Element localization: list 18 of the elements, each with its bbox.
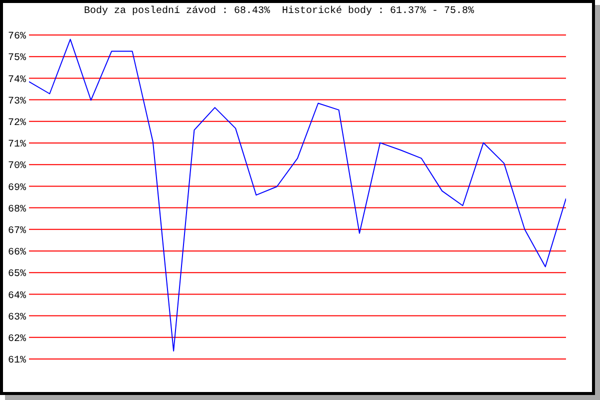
y-tick-label: 68% [8,204,26,216]
y-tick-label: 64% [8,290,26,302]
y-tick-label: 69% [8,182,26,194]
line-series [29,38,566,352]
y-tick-label: 71% [8,140,26,151]
y-tick-label: 65% [8,269,26,280]
y-tick-label: 70% [8,161,26,172]
y-tick-label: 67% [8,226,26,237]
y-tick-label: 61% [8,356,26,367]
y-tick-label: 75% [8,53,26,64]
y-tick-label: 63% [8,312,26,324]
chart-title: Body za poslední závod : 68.43% Historické body : 61.37% - 75.8% [82,6,476,17]
y-tick-label: 72% [8,118,26,129]
y-tick-label: 66% [8,248,26,259]
y-tick-label: 76% [8,32,26,43]
y-tick-label: 62% [8,334,26,345]
y-tick-label: 73% [8,96,26,108]
y-tick-label: 74% [8,74,26,86]
